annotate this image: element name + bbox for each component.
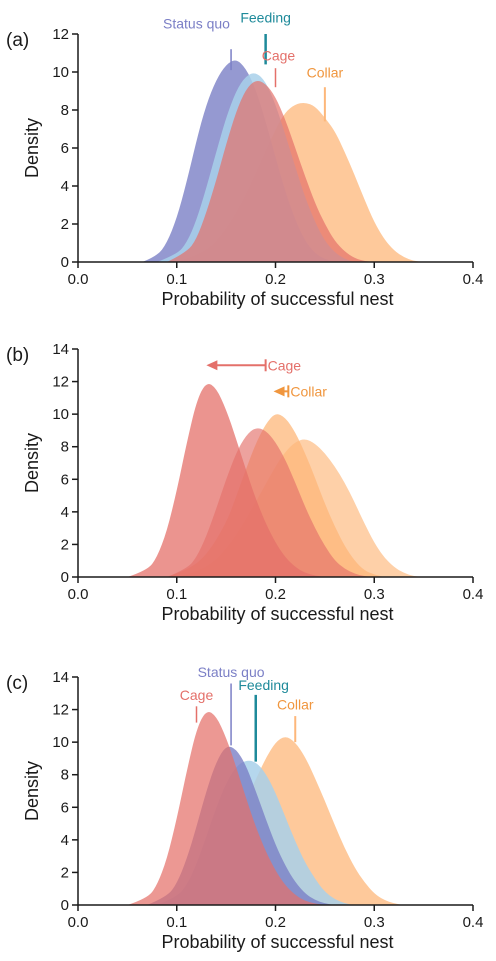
y-tick-label: 6 [61, 799, 69, 816]
y-tick-label: 2 [61, 536, 69, 553]
marker-label-status-quo: Status quo [163, 15, 230, 31]
x-tick-label: 0.2 [265, 586, 286, 603]
y-tick-label: 10 [52, 734, 69, 751]
panel-label: (b) [6, 345, 29, 366]
x-tick-label: 0.1 [166, 586, 187, 603]
x-tick-label: 0.4 [463, 271, 484, 288]
marker-label-cage: Cage [180, 687, 214, 703]
density-area-cage-3 [166, 80, 375, 262]
x-tick-label: 0.4 [463, 586, 484, 603]
y-tick-label: 2 [61, 864, 69, 881]
y-tick-label: 4 [61, 178, 69, 195]
y-tick-label: 8 [61, 767, 69, 784]
marker-label-collar: Collar [307, 65, 344, 81]
y-tick-label: 8 [61, 102, 69, 119]
arrow-head-cage [206, 360, 218, 371]
panel-c: 0 2 4 6 8 10 12 14 0.0 0.1 0.2 0.3 0.4 Probability of… [6, 664, 483, 952]
y-tick-label: 12 [52, 702, 69, 719]
y-tick-label: 10 [52, 64, 69, 81]
x-tick-label: 0.3 [364, 586, 385, 603]
arrow-label-collar: Collar [290, 383, 327, 399]
y-tick-label: 8 [61, 439, 69, 456]
marker-label-status-quo: Status quo [198, 664, 265, 680]
x-tick-label: 0.2 [265, 271, 286, 288]
y-tick-label: 6 [61, 140, 69, 157]
arrow-label-cage: Cage [268, 357, 302, 373]
x-tick-label: 0.1 [166, 271, 187, 288]
x-tick-label: 0.1 [166, 914, 187, 931]
y-tick-label: 10 [52, 406, 69, 423]
y-tick-label: 4 [61, 832, 69, 849]
x-tick-label: 0.0 [68, 271, 89, 288]
x-axis-title: Probability of successful nest [161, 289, 393, 309]
x-tick-label: 0.3 [364, 914, 385, 931]
y-tick-label: 12 [52, 26, 69, 43]
x-axis-title: Probability of successful nest [161, 604, 393, 624]
y-tick-label: 12 [52, 374, 69, 391]
x-tick-label: 0.0 [68, 586, 89, 603]
x-tick-label: 0.0 [68, 914, 89, 931]
marker-label-feeding: Feeding [238, 677, 289, 693]
x-tick-label: 0.3 [364, 271, 385, 288]
marker-label-feeding: Feeding [240, 10, 291, 26]
marker-label-cage: Cage [262, 48, 296, 64]
panel-a: 0 2 4 6 8 10 12 0.0 0.1 0.2 0.3 0.4 Probability of s… [6, 10, 483, 309]
density-area-cage-3 [127, 712, 325, 905]
x-tick-label: 0.2 [265, 914, 286, 931]
y-tick-label: 4 [61, 504, 69, 521]
density-area-cage-3 [127, 384, 325, 577]
y-axis-title: Density [22, 433, 42, 493]
panel-label: (a) [6, 30, 29, 51]
y-axis-title: Density [22, 118, 42, 178]
panel-b: 0 2 4 6 8 10 12 14 0.0 0.1 0.2 0.3 0.4 Probability of… [6, 341, 483, 624]
y-tick-label: 6 [61, 471, 69, 488]
y-axis-title: Density [22, 761, 42, 821]
y-tick-label: 0 [61, 897, 69, 914]
y-tick-label: 0 [61, 254, 69, 271]
x-tick-label: 0.4 [463, 914, 484, 931]
y-tick-label: 14 [52, 341, 69, 358]
y-tick-label: 14 [52, 669, 69, 686]
arrow-head-collar [273, 386, 285, 397]
y-tick-label: 0 [61, 569, 69, 586]
y-tick-label: 2 [61, 216, 69, 233]
x-axis-title: Probability of successful nest [161, 932, 393, 952]
marker-label-collar: Collar [277, 697, 314, 713]
panel-label: (c) [6, 673, 28, 694]
